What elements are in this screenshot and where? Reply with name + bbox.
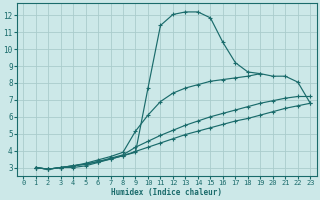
X-axis label: Humidex (Indice chaleur): Humidex (Indice chaleur) — [111, 188, 222, 197]
